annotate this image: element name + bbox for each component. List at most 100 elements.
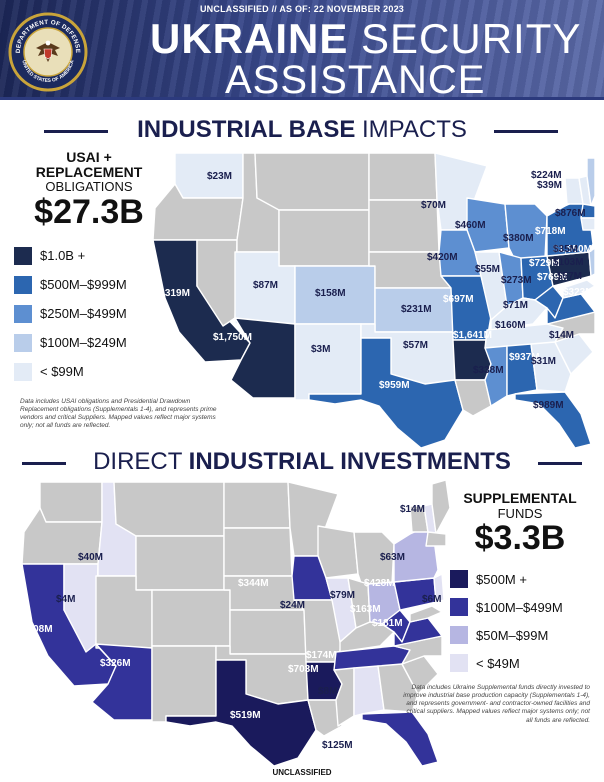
direct-investments-map: $14M $40M $4M $208M $326M $519M $344M $2… <box>18 478 458 768</box>
legend-label: $250M–$499M <box>40 306 127 322</box>
value-OH: $79M <box>330 590 355 601</box>
value-KY: $71M <box>503 300 528 311</box>
state-SD <box>223 527 293 577</box>
main-title-line2: ASSISTANCE <box>225 58 486 102</box>
value-IL: $24M <box>280 600 305 611</box>
legend-heading: SUPPLEMENTAL <box>463 490 577 506</box>
header-divider-dark <box>0 97 604 100</box>
legend-item: $500M + <box>450 565 590 593</box>
value-NM: $3M <box>311 344 330 355</box>
legend-swatch <box>14 362 32 381</box>
value-MS: $338M <box>473 365 504 376</box>
state-TX <box>165 659 317 767</box>
legend-subheading: OBLIGATIONS <box>45 179 133 195</box>
state-NC <box>546 311 595 343</box>
title-rule-left <box>44 130 108 133</box>
industrial-base-legend: USAI + REPLACEMENT OBLIGATIONS $27.3B $1… <box>14 150 164 386</box>
state-CO <box>151 589 231 647</box>
state-WI <box>466 197 510 253</box>
value-VA: $181M <box>372 618 403 629</box>
value-ID: $40M <box>78 552 103 563</box>
value-NJ: $6M <box>422 594 441 605</box>
state-ME <box>586 157 595 207</box>
value-PA: $1,550M <box>553 244 592 255</box>
value-IN: $273M <box>501 275 532 286</box>
value-GA: $31M <box>531 356 556 367</box>
value-FL: $989M <box>533 400 564 411</box>
value-ME: $224M <box>531 170 562 181</box>
legend-label: $500M + <box>476 571 527 587</box>
state-WI <box>317 525 359 579</box>
legend-heading-line2: REPLACEMENT <box>35 163 143 180</box>
state-FL <box>361 711 439 767</box>
legend-label: $100M–$249M <box>40 335 127 351</box>
classification-banner: UNCLASSIFIED // AS OF: 22 NOVEMBER 2023 <box>199 4 404 14</box>
legend-total: $3.3B <box>474 519 566 557</box>
value-TN: $160M <box>495 320 526 331</box>
state-MA <box>425 531 447 547</box>
legend-swatch <box>14 246 32 265</box>
value-MN: $70M <box>421 200 446 211</box>
legend-label: < $49M <box>476 655 520 671</box>
direct-investments-note: Data includes Ukraine Supplemental funds… <box>403 684 590 724</box>
value-TX: $959M <box>379 380 410 391</box>
value-AL: $937M <box>509 352 540 363</box>
state-NM <box>294 323 362 401</box>
title-rule-right <box>538 462 582 465</box>
legend-swatch <box>14 275 32 294</box>
value-AZ: $326M <box>100 658 131 669</box>
state-CT <box>580 217 595 231</box>
value-TN: $174M <box>306 650 337 661</box>
legend-swatch <box>14 304 32 323</box>
value-MO: $697M <box>443 294 474 305</box>
legend-item: < $49M <box>450 649 590 677</box>
value-CT: $35M <box>553 244 578 255</box>
state-FL <box>514 391 592 448</box>
legend-swatch <box>450 626 468 644</box>
header-divider <box>0 100 604 108</box>
state-WY <box>135 535 225 591</box>
value-AR: $1,641M <box>453 330 492 341</box>
header-banner: UNCLASSIFIED // AS OF: 22 NOVEMBER 2023 … <box>0 0 604 108</box>
state-NJ <box>588 247 595 277</box>
value-WV: $323M <box>563 287 594 298</box>
title-rule-left <box>22 462 66 465</box>
state-KS <box>229 609 307 655</box>
state-MA <box>580 203 595 219</box>
state-MT <box>113 481 225 537</box>
legend-swatch <box>450 598 468 616</box>
value-IA: $420M <box>427 252 458 263</box>
value-KS: $231M <box>401 304 432 315</box>
legend-heading-line1: USAI + <box>66 149 112 165</box>
legend-label: < $99M <box>40 364 84 380</box>
legend-item: $100M–$249M <box>14 328 164 357</box>
value-OK: $57M <box>403 340 428 351</box>
legend-item: < $99M <box>14 357 164 386</box>
state-MT <box>254 152 370 211</box>
header-texture <box>0 0 604 108</box>
value-NY: $63M <box>380 552 405 563</box>
legend-label: $500M–$999M <box>40 277 127 293</box>
value-WV: $163M <box>350 604 381 615</box>
value-MD: $57M <box>557 271 582 282</box>
state-ND <box>223 481 291 529</box>
dod-seal-icon: DEPARTMENT OF DEFENSE UNITED STATES OF A… <box>8 12 88 92</box>
state-NV <box>196 239 238 327</box>
legend-item: $250M–$499M <box>14 299 164 328</box>
state-NV <box>63 563 99 653</box>
value-NH: $14M <box>400 504 425 515</box>
value-MA: $876M <box>555 208 586 219</box>
title-rule-right <box>494 130 558 133</box>
state-WY <box>278 209 370 267</box>
value-NV: $4M <box>56 594 75 605</box>
value-IA: $344M <box>238 578 269 589</box>
legend-item: $50M–$99M <box>450 621 590 649</box>
value-CO: $158M <box>315 288 346 299</box>
state-ME <box>431 479 451 535</box>
value-TX: $519M <box>230 710 261 721</box>
state-WA <box>39 481 103 523</box>
value-VA: $769M <box>537 272 568 283</box>
section-title-industrial-base: INDUSTRIAL BASE IMPACTS <box>0 116 604 144</box>
direct-investments-legend: SUPPLEMENTAL FUNDS $3.3B $500M + $100M–$… <box>450 490 590 677</box>
classification-footer: UNCLASSIFIED <box>272 768 332 777</box>
